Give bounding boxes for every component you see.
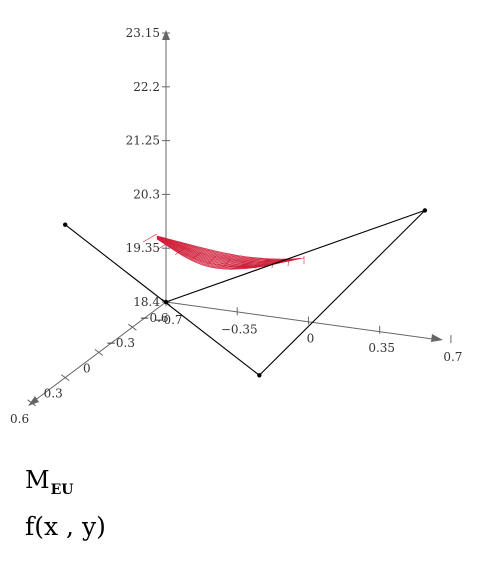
y-tick-label: −0.6	[139, 311, 168, 325]
surface-mesh-line	[287, 258, 290, 267]
surface-mesh-line	[156, 237, 280, 266]
z-tick-label: 20.3	[133, 187, 160, 201]
z-axis-ticks: 18.4 19.35 20.3 21.25 22.2 23.15	[126, 26, 170, 309]
surface-mesh-line	[156, 235, 303, 260]
y-tick-label: 0.3	[44, 387, 63, 401]
z-axis-arrow	[162, 30, 170, 40]
surface-mesh-line	[156, 236, 296, 262]
surface-mesh-line	[156, 237, 277, 267]
legend-item-m-eu: MEU	[25, 466, 73, 498]
surface-mesh-line	[223, 258, 231, 268]
surface-mesh-line	[191, 251, 202, 261]
surface-mesh-line	[156, 236, 299, 261]
x-tick-label: −0.35	[221, 322, 258, 336]
surface-plot: 18.4 19.35 20.3 21.25 22.2 23.15 −0.7 −0.35 0 0.…	[10, 26, 462, 426]
y-tick-mark	[128, 323, 137, 331]
y-tick-label: −0.3	[106, 336, 135, 350]
x-tick-label: 0.35	[368, 341, 395, 355]
m-eu-point	[163, 299, 169, 305]
x-axis-line	[165, 301, 441, 341]
surface-mesh-line	[239, 260, 246, 269]
y-axis-ticks: −0.6 −0.3 0 0.3 0.6	[10, 298, 171, 426]
x-axis-arrow	[431, 334, 443, 342]
x-tick-label: 0	[307, 332, 315, 346]
m-eu-point	[62, 222, 68, 227]
surface-mesh-line	[207, 255, 217, 265]
surface-mesh-line	[156, 237, 279, 267]
surface-mesh-line	[156, 235, 301, 261]
y-tick-label: 0.6	[10, 412, 29, 426]
series-m-eu	[62, 208, 428, 378]
legend-m-eu-subscript: EU	[50, 482, 74, 498]
x-tick-label: 0.7	[443, 350, 462, 364]
surface-mesh-line	[156, 238, 272, 269]
surface-mesh-line	[156, 236, 294, 263]
y-axis-arrow	[28, 396, 39, 406]
z-tick-label: 21.25	[126, 134, 160, 148]
z-tick-label: 22.2	[133, 80, 160, 94]
surface-mesh-line	[255, 260, 261, 269]
y-tick-mark	[94, 348, 104, 356]
legend-m-eu-base: M	[25, 466, 50, 494]
y-axis-line	[29, 301, 167, 405]
surface-mesh-line	[156, 235, 305, 260]
legend-item-f-xy: f(x , y)	[25, 512, 106, 541]
surface-mesh-line	[156, 236, 291, 263]
m-eu-point	[257, 373, 262, 378]
surface-mesh-line	[156, 238, 267, 270]
axes-group	[28, 30, 443, 406]
x-axis-ticks: −0.7 −0.35 0 0.35 0.7	[153, 298, 462, 364]
surface-mesh-line	[158, 240, 172, 249]
surface-mesh-line	[156, 238, 273, 268]
x-tick-label: −0.7	[153, 313, 182, 327]
surface-mesh-line	[156, 238, 275, 268]
m-eu-line	[64, 209, 426, 377]
surface-mesh-line	[156, 237, 282, 266]
surface-mesh-line	[175, 246, 187, 255]
y-tick-label: 0	[83, 361, 91, 375]
y-tick-mark	[27, 399, 36, 407]
surface-mesh-line	[156, 236, 292, 263]
surface-mesh-line	[142, 233, 158, 243]
surface-mesh-line	[156, 238, 270, 269]
surface-mesh-line	[156, 236, 289, 264]
surface-f-xy	[142, 233, 305, 270]
z-tick-label: 19.35	[126, 241, 160, 255]
surface-mesh-line	[156, 237, 284, 265]
m-eu-point	[422, 208, 428, 213]
z-tick-label: 18.4	[133, 295, 160, 309]
z-tick-label: 23.15	[126, 26, 160, 40]
y-tick-mark	[60, 374, 70, 382]
surface-mesh-line	[156, 236, 298, 262]
